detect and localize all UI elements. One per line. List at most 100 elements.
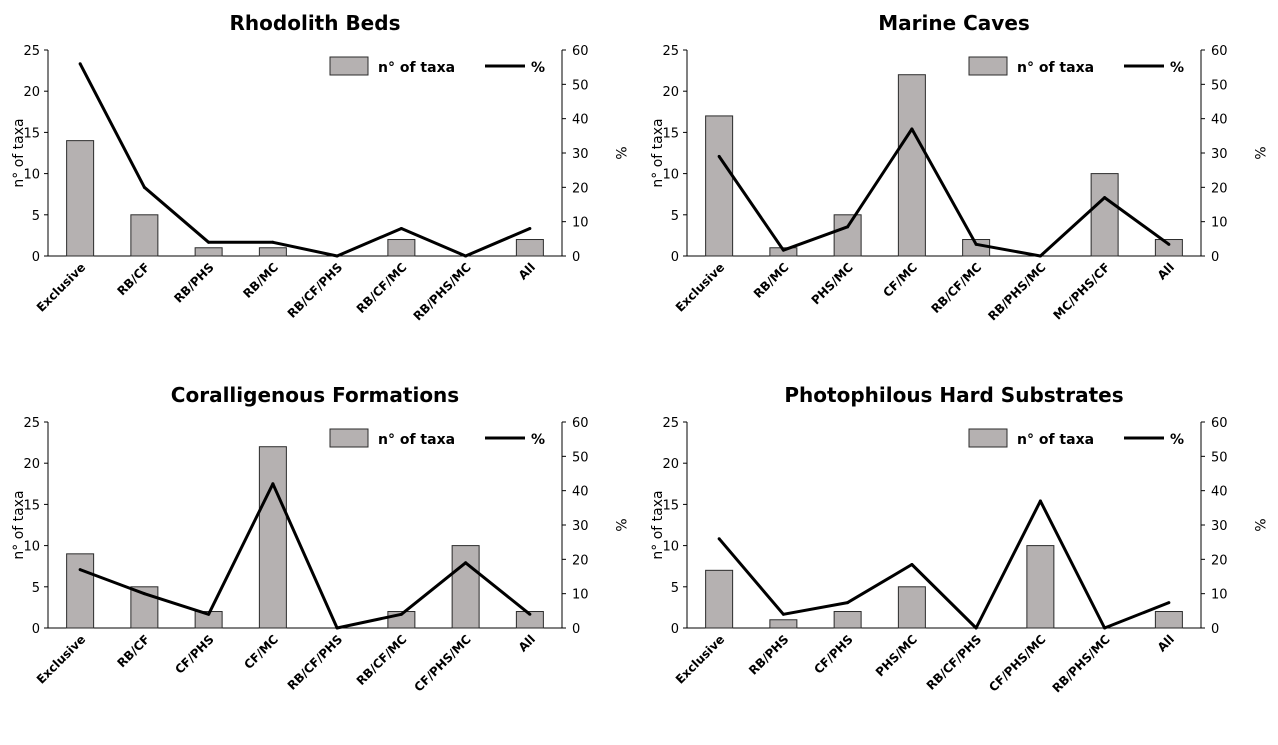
bar-rb-phs (769, 619, 798, 629)
left-tick-label: 5 (671, 581, 679, 596)
percent-point-rb-phs-mc (1103, 626, 1107, 630)
bar-rb-mc (258, 247, 287, 257)
percent-point-all (528, 227, 532, 231)
right-tick-label: 0 (572, 250, 580, 265)
chart-panel-coralligenous-formations: Coralligenous Formations 0 5 10 15 20 25 0 10 20 3… (0, 372, 639, 744)
right-tick-label: 30 (572, 519, 589, 534)
left-tick-label: 15 (23, 498, 40, 513)
category-label: Exclusive (673, 260, 727, 314)
left-tick-label: 10 (23, 168, 40, 183)
percent-point-exclusive (717, 537, 721, 541)
bar-exclusive (705, 569, 734, 629)
right-tick-label: 30 (1211, 147, 1228, 162)
chart-title: Marine Caves (878, 11, 1030, 35)
left-tick-label: 25 (23, 44, 40, 59)
right-tick-label: 0 (572, 622, 580, 637)
percent-point-rb-cf-mc (974, 242, 978, 246)
right-tick-label: 20 (1211, 553, 1228, 568)
percent-point-rb-cf-phs (974, 626, 978, 630)
percent-point-all (1167, 601, 1171, 605)
right-tick-label: 60 (1211, 44, 1228, 59)
category-label: RB/PHS/MC (985, 260, 1048, 323)
category-label: RB/MC (240, 260, 281, 301)
chart-panel-marine-caves: Marine Caves 0 5 10 15 20 25 0 10 20 30 40 50 60 n° of… (639, 0, 1278, 372)
category-label: RB/CF/MC (354, 260, 410, 316)
category-label: All (516, 260, 538, 282)
category-label: RB/MC (751, 260, 792, 301)
right-tick-label: 0 (1211, 250, 1219, 265)
left-tick-label: 10 (662, 168, 679, 183)
left-tick-label: 0 (671, 622, 679, 637)
category-label: CF/PHS (811, 632, 855, 676)
percent-line (717, 499, 1170, 630)
percent-point-rb-cf-phs (335, 254, 339, 258)
category-label: CF/PHS (172, 632, 216, 676)
right-tick-label: 30 (572, 147, 589, 162)
legend-line-label: % (531, 432, 545, 448)
left-tick-label: 25 (23, 416, 40, 431)
category-label: Exclusive (34, 260, 88, 314)
y2-axis-title: % (1251, 146, 1267, 159)
percent-point-phs-mc (910, 562, 914, 566)
category-label: CF/MC (241, 632, 281, 672)
percent-point-all (528, 612, 532, 616)
left-tick-label: 0 (671, 250, 679, 265)
category-label: PHS/MC (873, 632, 920, 679)
percent-point-mc-phs-cf (1103, 196, 1107, 200)
percent-point-rb-phs-mc (464, 254, 468, 258)
bar-rb-phs (194, 247, 223, 257)
category-label: RB/CF/MC (928, 260, 984, 316)
percent-point-rb-cf (142, 592, 146, 596)
chart-title: Coralligenous Formations (171, 383, 459, 407)
right-tick-label: 50 (572, 78, 589, 93)
bar-exclusive (66, 140, 95, 257)
right-tick-label: 10 (572, 216, 589, 231)
category-label: RB/CF/PHS (285, 260, 346, 321)
percent-point-cf-phs-mc (464, 561, 468, 565)
legend-bar-swatch (968, 56, 1008, 76)
category-label: RB/CF/MC (354, 632, 410, 688)
left-tick-label: 20 (662, 85, 679, 100)
left-tick-label: 10 (23, 540, 40, 555)
percent-point-exclusive (78, 568, 82, 572)
right-tick-label: 30 (1211, 519, 1228, 534)
chart-title: Rhodolith Beds (230, 11, 401, 35)
category-label: RB/CF/PHS (924, 632, 985, 693)
left-tick-label: 5 (32, 581, 40, 596)
percent-point-cf-phs (207, 612, 211, 616)
category-label: All (516, 632, 538, 654)
percent-point-rb-mc (271, 240, 275, 244)
right-tick-label: 10 (572, 588, 589, 603)
bar-phs-mc (833, 214, 862, 257)
category-label: RB/CF (114, 260, 152, 298)
category-label: RB/CF (114, 632, 152, 670)
chart-panel-rhodolith-beds: Rhodolith Beds 0 5 10 15 20 25 0 10 20 30 40 50 60 n° … (0, 0, 639, 372)
category-label: CF/PHS/MC (986, 632, 1048, 694)
percent-point-rb-cf-mc (399, 612, 403, 616)
chart-svg: Rhodolith Beds 0 5 10 15 20 25 0 10 20 30 40 50 60 n° … (11, 11, 628, 323)
bar-exclusive (66, 553, 95, 629)
legend-bar-swatch (329, 56, 369, 76)
category-label: RB/PHS/MC (1050, 632, 1113, 695)
left-tick-label: 25 (662, 44, 679, 59)
left-tick-label: 5 (671, 209, 679, 224)
y2-axis-title: % (612, 146, 628, 159)
right-tick-label: 60 (572, 416, 589, 431)
bar-exclusive (705, 115, 734, 257)
right-tick-label: 40 (572, 113, 589, 128)
bar-cf-phs-mc (1026, 545, 1055, 629)
y-axis-title: n° of taxa (11, 118, 27, 187)
legend-bar-swatch (329, 428, 369, 448)
percent-point-rb-phs (207, 240, 211, 244)
category-label: RB/PHS (171, 260, 216, 305)
percent-point-cf-mc (271, 482, 275, 486)
legend-bar-label: n° of taxa (1017, 60, 1094, 76)
percent-point-cf-phs (846, 601, 850, 605)
percent-point-cf-mc (910, 127, 914, 131)
percent-point-exclusive (78, 62, 82, 66)
left-tick-label: 0 (32, 622, 40, 637)
chart-svg: Photophilous Hard Substrates 0 5 10 15 20 25 0 1… (650, 383, 1267, 695)
right-tick-label: 50 (1211, 78, 1228, 93)
left-tick-label: 20 (23, 457, 40, 472)
right-tick-label: 50 (1211, 450, 1228, 465)
